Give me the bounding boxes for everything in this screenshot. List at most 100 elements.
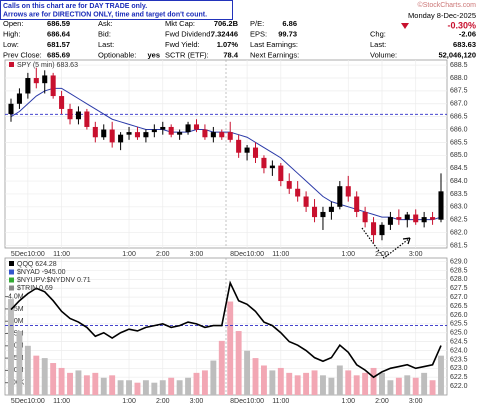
candle-body — [185, 124, 191, 133]
y-tick-label: 622.5 — [450, 374, 468, 381]
candle-body — [387, 217, 393, 225]
down-triangle — [401, 23, 409, 29]
field-label: High: — [3, 29, 21, 38]
volume-bar — [134, 382, 141, 395]
candle-body — [75, 111, 81, 120]
note: Arrows are for DIRECTION ONLY, time and … — [3, 11, 207, 18]
field-value: 6.86 — [282, 19, 297, 28]
volume-bar — [117, 380, 124, 395]
volume-bar — [8, 299, 14, 395]
y-tick-label: 627.5 — [450, 285, 468, 292]
candle-body — [379, 224, 385, 236]
volume-bar — [50, 363, 57, 395]
y-tick-label: 623.5 — [450, 356, 468, 363]
candle-body — [143, 132, 149, 138]
volume-bar — [218, 340, 225, 395]
arrow-path — [361, 227, 411, 259]
candle-body — [261, 157, 267, 169]
volume-bar — [311, 370, 318, 395]
x-tick-label: 2:00 — [375, 398, 389, 405]
x-tick-label: 8Dec10:00 — [230, 251, 264, 258]
volume-bar — [286, 372, 293, 395]
candle-body — [278, 165, 284, 182]
candle-body — [92, 126, 98, 138]
volume-bar — [353, 375, 360, 395]
candle-body — [328, 206, 334, 212]
candle-body — [219, 132, 225, 138]
arrow-head — [402, 237, 411, 245]
candle-body — [16, 93, 22, 104]
y-tick-label: 629.0 — [450, 258, 468, 265]
volume-bar — [109, 375, 116, 395]
candle-body — [396, 217, 402, 220]
field-value: 78.4 — [223, 50, 238, 59]
y-tick-label: 684.0 — [450, 178, 468, 185]
y2-tick-label: 500K — [8, 380, 25, 387]
candle-body — [413, 214, 419, 223]
candle-body — [354, 196, 360, 212]
y-tick-label: 686.0 — [450, 126, 468, 133]
x-tick-label: 11:00 — [272, 251, 289, 258]
candle-body — [345, 186, 351, 197]
candle-body — [67, 108, 73, 120]
candle-body — [8, 103, 14, 115]
y2-tick-label: 2.0M — [8, 343, 24, 350]
volume-bar — [379, 372, 385, 395]
candle-body — [286, 181, 292, 189]
field-label: Prev Close: — [3, 50, 42, 59]
x-tick-label: 3:00 — [190, 251, 204, 258]
volume-bar — [412, 377, 419, 395]
volume-bar — [16, 331, 23, 395]
candle-body — [252, 147, 259, 158]
volume-bar — [429, 380, 436, 395]
legend-label: $NYAD -945.00 — [17, 269, 66, 276]
candle-body — [193, 124, 200, 130]
volume-bar — [92, 372, 99, 395]
field-label: Last Earnings: — [250, 40, 298, 49]
volume-bar — [269, 370, 276, 395]
field-value: 686.64 — [47, 29, 71, 38]
y-tick-label: 627.0 — [450, 294, 468, 301]
y2-tick-label: 2.5M — [8, 330, 24, 337]
y-tick-label: 683.5 — [450, 191, 468, 198]
candle-body — [126, 132, 132, 135]
volume-bar — [24, 345, 31, 395]
x-tick-label: 11:00 — [272, 398, 289, 405]
y-tick-label: 624.5 — [450, 338, 468, 345]
volume-bar — [227, 301, 234, 395]
y-tick-label: 682.5 — [450, 217, 468, 224]
candle-body — [101, 129, 107, 138]
y-tick-label: 686.5 — [450, 114, 468, 121]
volume-bar — [100, 377, 107, 395]
field-label: Low: — [3, 40, 19, 49]
y-tick-label: 685.0 — [450, 152, 468, 159]
volume-bar — [244, 350, 251, 395]
candle-body — [438, 191, 444, 220]
field-label: P/E: — [250, 19, 264, 28]
legend-swatch — [9, 277, 14, 283]
y2-tick-label: 3.5M — [8, 306, 24, 313]
field-value: 685.69 — [47, 50, 70, 59]
volume-bar — [176, 380, 183, 395]
volume-bar — [252, 358, 259, 395]
field-value: yes — [147, 50, 160, 59]
field-value: 706.2B — [214, 19, 239, 28]
x-tick-label: 11:00 — [53, 398, 70, 405]
volume-bar — [260, 365, 267, 395]
field-value: 52,046,120 — [438, 50, 476, 59]
y-tick-label: 685.5 — [450, 139, 468, 146]
x-tick-label: 1:00 — [341, 251, 355, 258]
x-tick-label: 1:00 — [122, 251, 136, 258]
volume-bar — [185, 377, 192, 395]
volume-bar — [438, 355, 444, 395]
price-line — [10, 280, 442, 379]
candle-body — [177, 132, 183, 135]
x-tick-label: 8Dec10:00 — [230, 398, 264, 405]
y2-tick-label: 1.0M — [8, 367, 24, 374]
candle-body — [109, 129, 115, 143]
candle-body — [430, 217, 436, 220]
candle-body — [84, 111, 90, 127]
y-tick-label: 626.0 — [450, 312, 468, 319]
candle-body — [295, 188, 301, 197]
